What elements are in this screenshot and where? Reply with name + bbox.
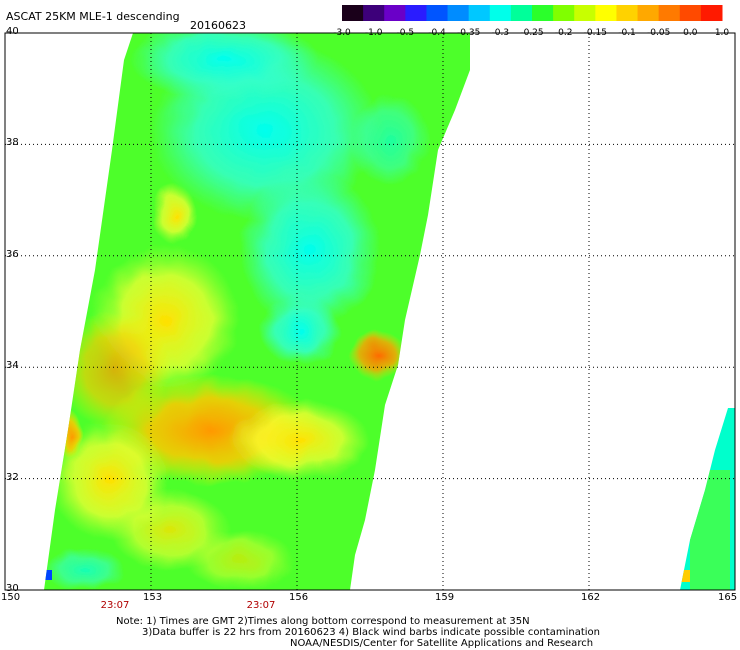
longitude-tick-label: 162 xyxy=(581,592,601,603)
colorbar-tick-label: -1.0 xyxy=(364,28,383,38)
latitude-tick-label: 34 xyxy=(6,360,19,372)
measurement-time-label: 23:07 xyxy=(100,600,130,611)
colorbar-segment xyxy=(405,5,427,21)
colorbar-segment xyxy=(574,5,596,21)
colorbar-segment xyxy=(679,5,702,21)
colorbar-tick-label: -0.3 xyxy=(491,28,510,38)
graticule xyxy=(5,33,735,590)
latitude-tick-label: 36 xyxy=(6,248,19,260)
colorbar-tick-label: -0.15 xyxy=(583,28,607,38)
colorbar-segment xyxy=(384,5,406,21)
data-swath-main xyxy=(44,33,470,590)
longitude-tick-label: 156 xyxy=(289,592,309,603)
colorbar-segment xyxy=(342,5,364,21)
note-line-2: 3)Data buffer is 22 hrs from 20160623 4)… xyxy=(142,627,600,638)
longitude-tick-label: 159 xyxy=(435,592,455,603)
longitude-tick-label: 153 xyxy=(143,592,163,603)
latitude-tick-label: 38 xyxy=(6,137,19,149)
colorbar-tick-label: 1.0 xyxy=(714,28,730,38)
colorbar-tick-label: -3.0 xyxy=(333,28,351,38)
data-swath-right xyxy=(680,408,735,590)
colorbar-segment xyxy=(447,5,470,21)
product-title: ASCAT 25KM MLE-1 descending xyxy=(6,10,180,23)
latitude-tick-label: 32 xyxy=(6,471,19,483)
plot-frame xyxy=(4,32,736,591)
note-line-1: Note: 1) Times are GMT 2)Times along bot… xyxy=(116,616,530,627)
product-date: 20160623 xyxy=(190,19,246,32)
colorbar-segment xyxy=(553,5,575,21)
colorbar-segment xyxy=(658,5,681,21)
colorbar-segment xyxy=(700,5,723,21)
longitude-tick-label: 150 xyxy=(1,592,21,603)
measurement-time-label: 23:07 xyxy=(246,600,276,611)
colorbar-tick-label: -0.1 xyxy=(618,28,636,38)
colorbar xyxy=(342,5,723,21)
colorbar-segment xyxy=(532,5,554,21)
colorbar-segment xyxy=(489,5,512,21)
colorbar-segment xyxy=(468,5,491,21)
longitude-tick-label: 165 xyxy=(718,592,738,603)
colorbar-tick-label: -0.2 xyxy=(554,28,573,38)
note-line-3: NOAA/NESDIS/Center for Satellite Applica… xyxy=(290,638,594,649)
latitude-tick-label: 30 xyxy=(6,583,19,594)
colorbar-segment xyxy=(426,5,449,21)
colorbar-tick-label: 0.0 xyxy=(683,28,698,38)
colorbar-segment xyxy=(637,5,660,21)
colorbar-tick-label: -0.5 xyxy=(396,28,415,38)
colorbar-tick-label: -0.05 xyxy=(647,28,671,38)
colorbar-segment xyxy=(616,5,639,21)
colorbar-tick-label: -0.35 xyxy=(457,28,481,38)
colorbar-tick-label: -0.4 xyxy=(428,28,446,38)
colorbar-segment xyxy=(363,5,385,21)
colorbar-segment xyxy=(595,5,617,21)
colorbar-segment xyxy=(510,5,533,21)
colorbar-tick-label: -0.25 xyxy=(520,28,544,38)
latitude-tick-label: 40 xyxy=(6,26,19,37)
